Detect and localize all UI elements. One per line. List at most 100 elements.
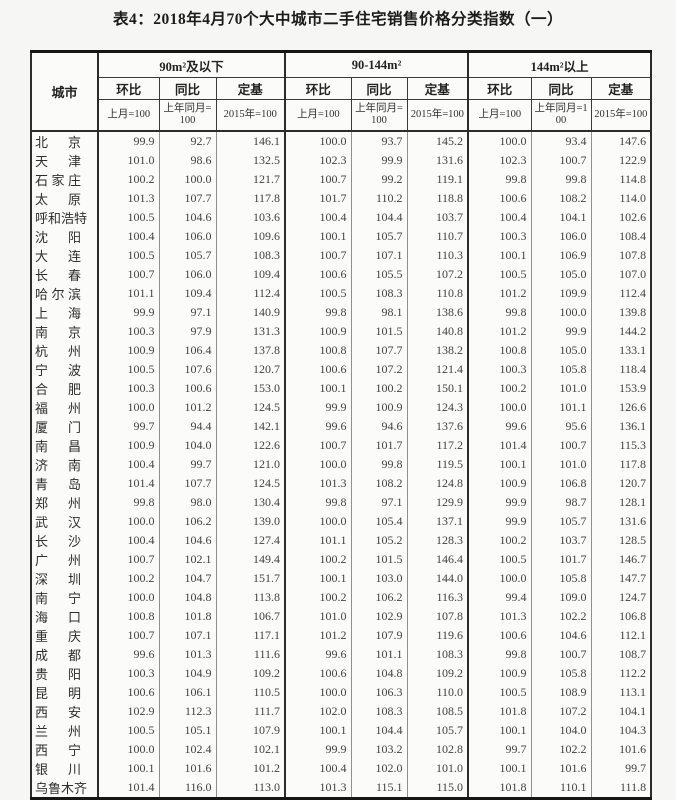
header-row-measures: 环比 同比 定基 环比 同比 定基 环比 同比 定基 [31, 77, 652, 100]
city-cell: 郑州 [31, 493, 99, 512]
value-cell: 131.6 [590, 512, 652, 531]
measure-header: 定基 [406, 77, 469, 100]
value-cell: 107.7 [350, 341, 408, 360]
value-cell: 113.8 [215, 588, 286, 607]
value-cell: 104.4 [350, 208, 408, 227]
city-cell: 长沙 [31, 531, 99, 550]
value-cell: 100.7 [97, 265, 159, 284]
value-cell: 105.1 [158, 721, 216, 740]
table-row: 贵阳 100.3 104.9 109.2 100.6 104.8 109.2 100.9 105… [31, 664, 652, 683]
value-cell: 109.4 [158, 284, 216, 303]
value-cell: 100.6 [467, 626, 532, 645]
value-cell: 103.7 [406, 208, 469, 227]
value-cell: 108.9 [530, 683, 592, 702]
value-cell: 100.0 [467, 398, 532, 417]
value-cell: 102.0 [284, 702, 352, 721]
value-cell: 108.7 [590, 645, 652, 664]
value-cell: 94.4 [158, 417, 216, 436]
value-cell: 136.1 [590, 417, 652, 436]
value-cell: 101.1 [530, 398, 592, 417]
value-cell: 100.4 [97, 455, 159, 474]
value-cell: 104.1 [530, 208, 592, 227]
value-cell: 101.2 [284, 626, 352, 645]
value-cell: 101.4 [97, 778, 159, 799]
value-cell: 139.8 [590, 303, 652, 322]
value-cell: 108.3 [350, 284, 408, 303]
value-cell: 107.7 [158, 474, 216, 493]
value-cell: 109.2 [406, 664, 469, 683]
value-cell: 109.4 [215, 265, 286, 284]
value-cell: 109.0 [530, 588, 592, 607]
value-cell: 100.1 [467, 455, 532, 474]
value-cell: 100.7 [530, 645, 592, 664]
city-cell: 贵阳 [31, 664, 99, 683]
value-cell: 101.8 [158, 607, 216, 626]
value-cell: 110.0 [406, 683, 469, 702]
base-header: 上月=100 [97, 99, 160, 132]
value-cell: 108.2 [350, 474, 408, 493]
value-cell: 101.0 [284, 607, 352, 626]
value-cell: 102.2 [530, 740, 592, 759]
value-cell: 99.6 [284, 645, 352, 664]
value-cell: 140.8 [406, 322, 469, 341]
value-cell: 109.6 [215, 227, 286, 246]
base-header: 2015年=100 [406, 99, 469, 132]
value-cell: 118.8 [406, 189, 469, 208]
value-cell: 103.2 [350, 740, 408, 759]
measure-header: 环比 [97, 77, 160, 100]
value-cell: 101.3 [284, 778, 352, 799]
value-cell: 104.0 [158, 436, 216, 455]
value-cell: 100.6 [284, 265, 352, 284]
value-cell: 100.5 [97, 208, 159, 227]
value-cell: 104.0 [530, 721, 592, 740]
table-row: 武汉 100.0 106.2 139.0 100.0 105.4 137.1 99.9 105.… [31, 512, 652, 531]
value-cell: 99.7 [97, 417, 159, 436]
value-cell: 126.6 [590, 398, 652, 417]
header-row-groups: 城市 90m²及以下 90-144m² 144m²以上 [30, 51, 652, 132]
value-cell: 107.1 [350, 246, 408, 265]
value-cell: 106.2 [350, 588, 408, 607]
city-cell: 上海 [31, 303, 99, 322]
value-cell: 99.9 [284, 740, 352, 759]
value-cell: 100.2 [467, 379, 532, 398]
value-cell: 100.7 [530, 436, 592, 455]
value-cell: 97.1 [158, 303, 216, 322]
value-cell: 150.1 [406, 379, 469, 398]
city-cell: 厦门 [31, 417, 99, 436]
value-cell: 100.9 [97, 436, 159, 455]
value-cell: 124.3 [406, 398, 469, 417]
table-row: 沈阳 100.4 106.0 109.6 100.1 105.7 110.7 100.3 106… [31, 227, 652, 246]
value-cell: 137.8 [215, 341, 286, 360]
value-cell: 116.0 [158, 778, 216, 799]
value-cell: 98.1 [350, 303, 408, 322]
value-cell: 146.4 [406, 550, 469, 569]
city-cell: 成都 [31, 645, 99, 664]
city-cell: 昆明 [31, 683, 99, 702]
table-row: 海口 100.8 101.8 106.7 101.0 102.9 107.8 101.3 102… [31, 607, 652, 626]
base-header: 上年同月=100 [530, 99, 592, 132]
table-row: 北京 99.9 92.7 146.1 100.0 93.7 145.2 100.0 93.4 14… [31, 130, 652, 151]
value-cell: 101.8 [467, 778, 532, 799]
city-cell: 海口 [31, 607, 99, 626]
value-cell: 101.3 [284, 474, 352, 493]
value-cell: 100.6 [284, 360, 352, 379]
value-cell: 106.0 [530, 227, 592, 246]
value-cell: 116.3 [406, 588, 469, 607]
value-cell: 112.2 [590, 664, 652, 683]
value-cell: 121.0 [215, 455, 286, 474]
value-cell: 127.4 [215, 531, 286, 550]
value-cell: 101.5 [350, 550, 408, 569]
value-cell: 106.2 [158, 512, 216, 531]
value-cell: 147.7 [590, 569, 652, 588]
base-header: 上年同月=100 [158, 99, 217, 132]
table-row: 呼和浩特 100.5 104.6 103.6 100.4 104.4 103.7 100.4 1… [31, 208, 652, 227]
value-cell: 106.3 [350, 683, 408, 702]
value-cell: 111.6 [215, 645, 286, 664]
value-cell: 124.5 [215, 474, 286, 493]
value-cell: 153.9 [590, 379, 652, 398]
value-cell: 100.3 [467, 227, 532, 246]
city-cell: 西安 [31, 702, 99, 721]
value-cell: 99.9 [97, 130, 159, 151]
table-row: 青岛 101.4 107.7 124.5 101.3 108.2 124.8 100.9 106… [31, 474, 652, 493]
value-cell: 101.6 [530, 759, 592, 778]
